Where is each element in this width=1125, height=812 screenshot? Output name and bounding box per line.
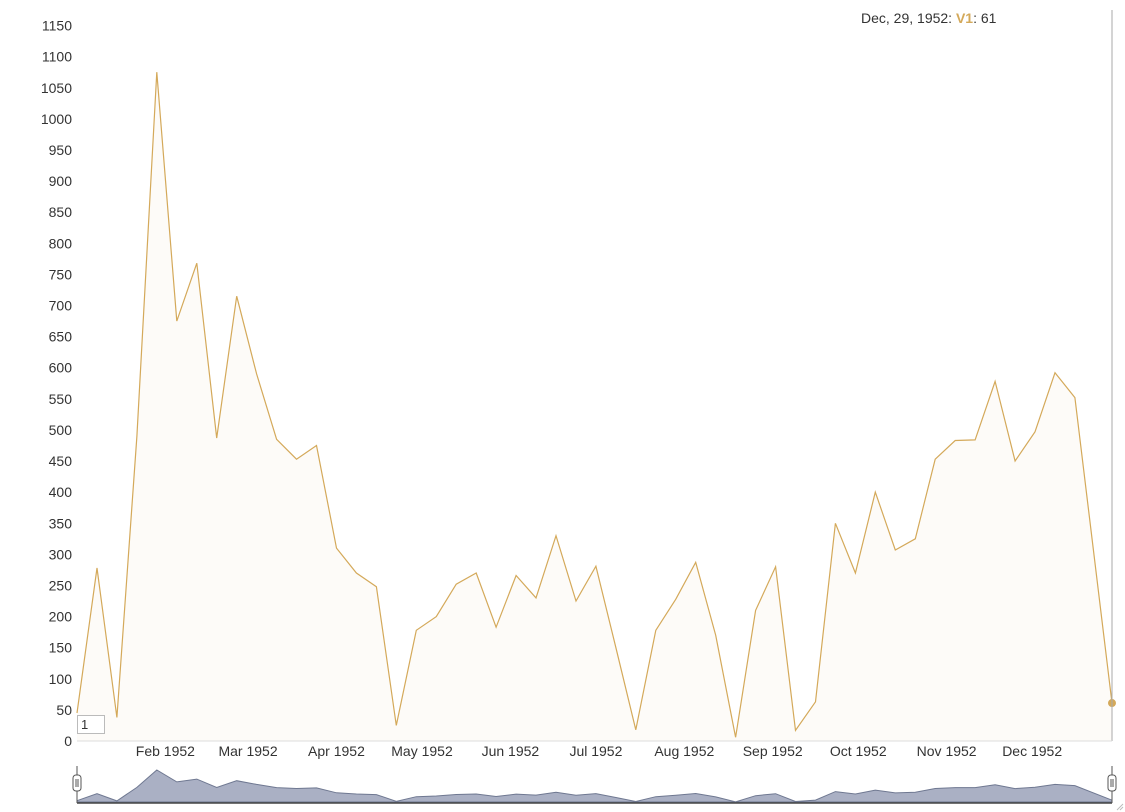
x-tick-label: Dec 1952 — [1002, 743, 1062, 759]
series-area-v1 — [77, 72, 1112, 741]
y-tick-label: 750 — [49, 266, 73, 282]
y-tick-label: 200 — [49, 609, 73, 625]
y-tick-label: 1100 — [42, 49, 72, 65]
series-line-v1 — [76, 72, 1113, 738]
y-tick-label: 1000 — [41, 111, 72, 127]
legend-tooltip: Dec, 29, 1952: V1: 61 — [861, 10, 996, 26]
y-tick-label: 600 — [49, 360, 73, 376]
x-tick-label: Nov 1952 — [917, 743, 977, 759]
tooltip-separator: : — [973, 10, 981, 26]
range-selector-mini-chart — [76, 769, 1113, 803]
y-tick-label: 100 — [49, 671, 73, 687]
y-tick-label: 500 — [49, 422, 73, 438]
y-tick-label: 1150 — [42, 18, 72, 34]
y-tick-label: 400 — [49, 484, 73, 500]
x-tick-label: Jun 1952 — [482, 743, 540, 759]
y-tick-label: 700 — [49, 298, 73, 314]
x-tick-label: May 1952 — [391, 743, 453, 759]
y-tick-label: 1050 — [41, 80, 72, 96]
y-tick-label: 450 — [49, 453, 73, 469]
y-tick-label: 850 — [49, 204, 73, 220]
x-tick-label: Mar 1952 — [218, 743, 277, 759]
x-tick-label: Feb 1952 — [136, 743, 195, 759]
range-handle-right[interactable] — [1107, 766, 1117, 803]
y-axis: 0 50 100 150 200 250 300 350 400 450 500 550 600 650 7… — [41, 18, 72, 749]
tooltip-date: Dec, 29, 1952: — [861, 10, 953, 26]
y-tick-label: 300 — [49, 546, 73, 562]
range-handle-left[interactable] — [72, 766, 82, 803]
y-tick-label: 350 — [49, 515, 73, 531]
y-tick-label: 250 — [49, 577, 73, 593]
range-selector[interactable] — [72, 766, 1117, 804]
roll-period-input[interactable]: 1 — [77, 715, 105, 734]
y-tick-label: 0 — [64, 733, 72, 749]
tooltip-value: 61 — [980, 10, 997, 26]
tooltip-series-name: V1 — [955, 10, 974, 26]
y-tick-label: 50 — [56, 702, 72, 718]
x-tick-label: Aug 1952 — [654, 743, 714, 759]
y-tick-label: 800 — [49, 235, 73, 251]
resize-grip[interactable] — [1116, 803, 1124, 811]
y-tick-label: 550 — [49, 391, 73, 407]
y-tick-label: 150 — [49, 640, 73, 656]
x-tick-label: Jul 1952 — [569, 743, 622, 759]
x-tick-label: Sep 1952 — [743, 743, 803, 759]
x-tick-label: Oct 1952 — [830, 743, 887, 759]
x-tick-label: Apr 1952 — [308, 743, 365, 759]
y-tick-label: 950 — [49, 142, 73, 158]
y-tick-label: 650 — [49, 329, 73, 345]
y-tick-label: 900 — [49, 173, 73, 189]
x-axis: Feb 1952 Mar 1952 Apr 1952 May 1952 Jun 1952… — [136, 743, 1063, 759]
